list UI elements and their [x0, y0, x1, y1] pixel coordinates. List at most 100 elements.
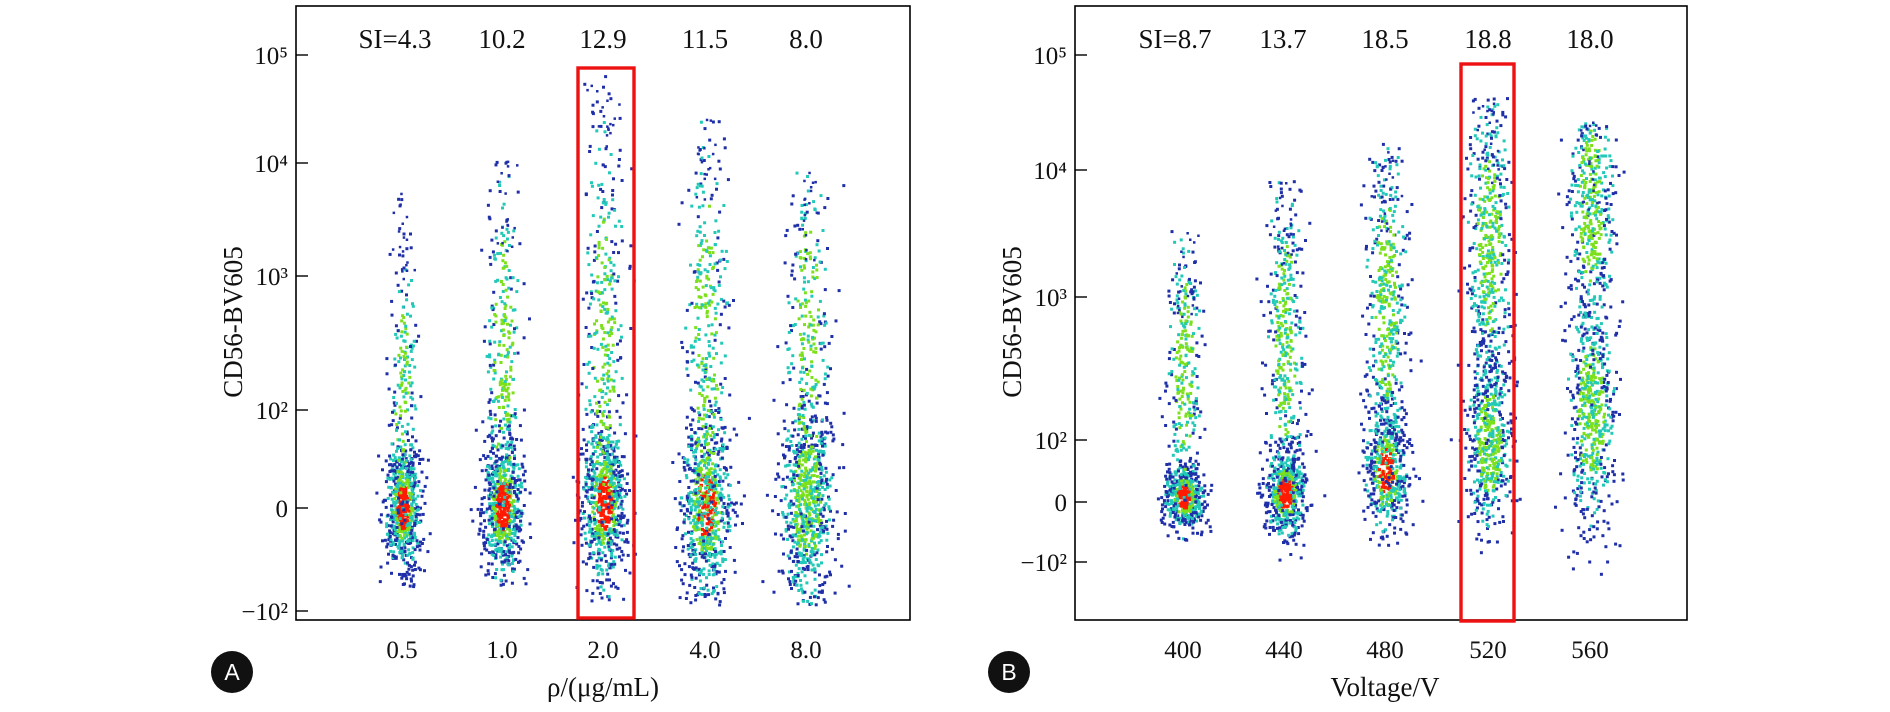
density-dot: [694, 566, 698, 570]
density-dot: [523, 469, 527, 473]
density-dot: [613, 294, 617, 298]
density-dot: [825, 550, 829, 554]
density-dot: [703, 147, 706, 150]
density-dot: [603, 331, 607, 334]
density-dot: [411, 463, 415, 467]
density-dot: [410, 381, 414, 385]
density-dot: [605, 403, 609, 407]
density-dot: [815, 268, 819, 272]
density-dot: [499, 419, 503, 423]
density-dot: [501, 241, 504, 245]
density-dot: [392, 401, 396, 405]
density-dot: [598, 438, 602, 442]
density-dot: [398, 514, 402, 518]
density-dot: [714, 409, 718, 412]
density-dot: [722, 591, 726, 595]
density-dot: [723, 354, 727, 358]
density-dot: [703, 221, 707, 225]
density-dot: [400, 556, 404, 560]
density-dot: [398, 227, 402, 231]
density-dot: [498, 429, 502, 433]
density-dot: [496, 180, 500, 183]
density-dot: [809, 323, 813, 327]
density-dot: [697, 328, 701, 331]
density-dot: [405, 312, 409, 316]
density-dot: [691, 539, 695, 543]
density-dot: [792, 473, 796, 477]
density-dot: [593, 512, 596, 516]
density-dot: [612, 532, 616, 536]
density-dot: [580, 543, 584, 547]
density-dot: [404, 457, 408, 461]
density-dot: [599, 433, 603, 436]
density-dot: [732, 502, 736, 506]
density-dot: [675, 560, 679, 564]
density-dot: [694, 286, 698, 290]
density-dot: [797, 427, 801, 431]
density-dot: [519, 438, 523, 442]
density-dot: [493, 517, 497, 521]
density-dot: [706, 270, 710, 274]
density-dot: [705, 357, 708, 360]
density-dot: [500, 426, 503, 430]
density-dot: [711, 346, 715, 350]
density-dot: [581, 501, 584, 505]
density-dot: [495, 568, 499, 571]
density-dot: [712, 452, 716, 455]
density-dot: [703, 413, 706, 417]
density-dot: [493, 340, 497, 344]
density-dot: [719, 312, 723, 316]
density-dot: [399, 464, 403, 468]
density-dot: [586, 88, 589, 92]
density-dot: [601, 201, 605, 205]
density-dot: [801, 366, 804, 370]
density-dot: [410, 391, 414, 395]
density-dot: [698, 579, 702, 583]
density-dot: [692, 454, 696, 458]
density-dot: [797, 464, 801, 468]
density-dot: [717, 501, 721, 505]
density-dot: [595, 409, 599, 413]
density-dot: [512, 330, 516, 334]
density-dot: [497, 532, 500, 535]
density-dot: [507, 506, 510, 510]
density-dot: [804, 234, 808, 237]
density-dot: [605, 134, 609, 137]
density-dot: [728, 529, 732, 533]
density-dot: [609, 330, 612, 334]
density-dot: [400, 576, 404, 580]
density-dot: [714, 331, 718, 335]
density-dot: [619, 324, 623, 328]
density-dot: [511, 391, 515, 395]
density-dot: [479, 565, 483, 569]
density-dot: [520, 481, 523, 485]
density-dot: [507, 269, 511, 272]
density-dot: [491, 543, 495, 547]
density-dot: [507, 392, 511, 396]
density-dot: [404, 391, 408, 395]
density-dot: [608, 578, 611, 582]
density-dot: [388, 454, 392, 458]
density-dot: [814, 558, 818, 561]
density-dot: [385, 372, 389, 376]
density-dot: [506, 482, 509, 485]
density-dot: [595, 401, 598, 405]
density-dot: [496, 480, 500, 483]
density-dot: [630, 167, 634, 171]
density-dot: [689, 345, 693, 349]
density-dot: [794, 563, 798, 567]
density-dot: [504, 443, 508, 447]
density-dot: [413, 450, 416, 454]
density-dot: [795, 525, 799, 529]
density-dot: [593, 485, 596, 488]
density-dot: [799, 512, 803, 516]
density-dot: [774, 532, 777, 536]
density-dot: [502, 430, 505, 434]
density-dot: [776, 472, 780, 476]
density-dot: [606, 278, 610, 282]
density-dot: [590, 462, 594, 466]
density-dot: [499, 512, 503, 516]
density-dot: [506, 527, 509, 531]
density-dot: [392, 396, 396, 399]
density-dot: [507, 382, 511, 386]
